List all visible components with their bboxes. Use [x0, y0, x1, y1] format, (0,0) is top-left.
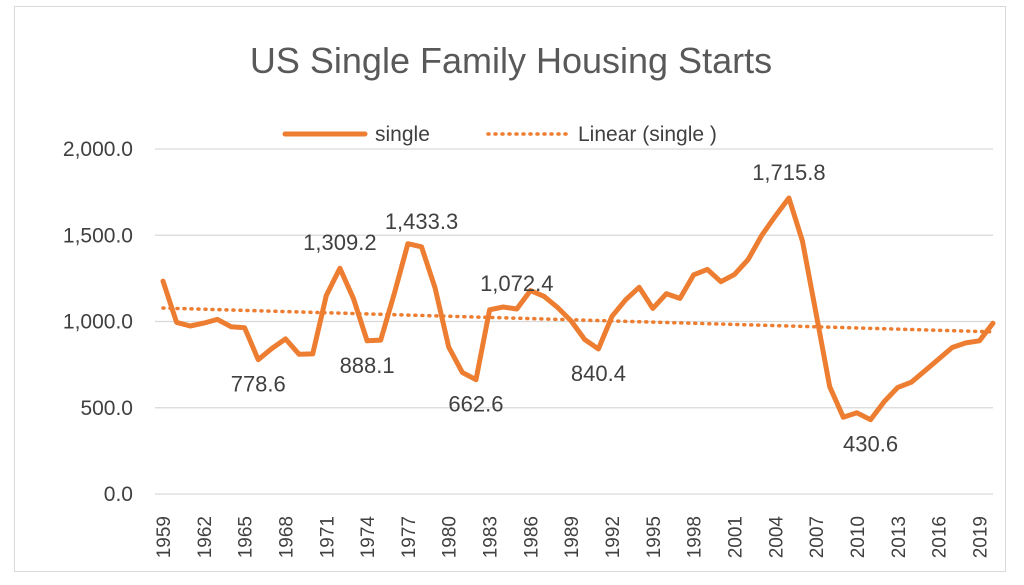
- data-label: 840.4: [571, 361, 626, 386]
- x-tick-label: 1968: [276, 516, 297, 558]
- x-tick-label: 2013: [889, 516, 910, 558]
- series-layer: [160, 195, 996, 423]
- x-tick-label: 1986: [521, 516, 542, 558]
- x-tick-label: 2001: [725, 516, 746, 558]
- x-tick-label: 1983: [481, 516, 502, 558]
- x-tick-label: 2010: [848, 516, 869, 558]
- data-label: 430.6: [843, 432, 898, 457]
- chart-svg: US Single Family Housing Starts single L…: [63, 40, 996, 559]
- x-tick-label: 1971: [317, 516, 338, 558]
- x-tick-label: 1998: [685, 516, 706, 558]
- data-label: 888.1: [340, 353, 395, 378]
- data-label: 1,715.8: [752, 160, 825, 185]
- x-axis-ticks: 1959 1962 1965 1968 1971 1974 1977 1980 1983 1986…: [154, 516, 991, 559]
- x-tick-label: 1974: [358, 516, 379, 559]
- trendline: [161, 306, 995, 334]
- y-tick-label: 1,500.0: [63, 224, 133, 247]
- x-tick-label: 1980: [440, 516, 461, 558]
- data-label: 662.6: [448, 392, 503, 417]
- x-tick-label: 1959: [154, 516, 175, 558]
- data-label: 1,072.4: [480, 271, 553, 296]
- y-axis-ticks: 0.0 500.0 1,000.0 1,500.0 2,000.0: [63, 138, 133, 506]
- y-tick-label: 500.0: [80, 397, 133, 420]
- x-tick-label: 2004: [766, 516, 787, 559]
- trendline-layer: [161, 306, 995, 334]
- x-tick-label: 1995: [644, 516, 665, 558]
- data-label: 1,309.2: [303, 230, 376, 255]
- x-tick-label: 2016: [930, 516, 951, 558]
- data-labels: 778.6 1,309.2 888.1 1,433.3 662.6 1,072.4 840.…: [231, 160, 898, 457]
- legend-single-label: single: [375, 123, 430, 146]
- chart-frame: US Single Family Housing Starts single L…: [14, 6, 1006, 572]
- y-tick-label: 0.0: [104, 483, 133, 506]
- y-tick-label: 2,000.0: [63, 138, 133, 161]
- chart-title: US Single Family Housing Starts: [250, 40, 772, 81]
- legend: single Linear (single ): [282, 123, 717, 146]
- x-tick-label: 2007: [807, 516, 828, 558]
- x-tick-label: 2019: [970, 516, 991, 558]
- x-tick-label: 1962: [195, 516, 216, 558]
- x-tick-label: 1989: [562, 516, 583, 558]
- y-tick-label: 1,000.0: [63, 311, 133, 334]
- data-label: 1,433.3: [385, 209, 458, 234]
- x-tick-label: 1992: [603, 516, 624, 558]
- legend-linear-label: Linear (single ): [578, 123, 717, 146]
- x-tick-label: 1977: [399, 516, 420, 558]
- data-label: 778.6: [231, 372, 286, 397]
- x-tick-label: 1965: [236, 516, 257, 558]
- series-line-single: [160, 195, 996, 423]
